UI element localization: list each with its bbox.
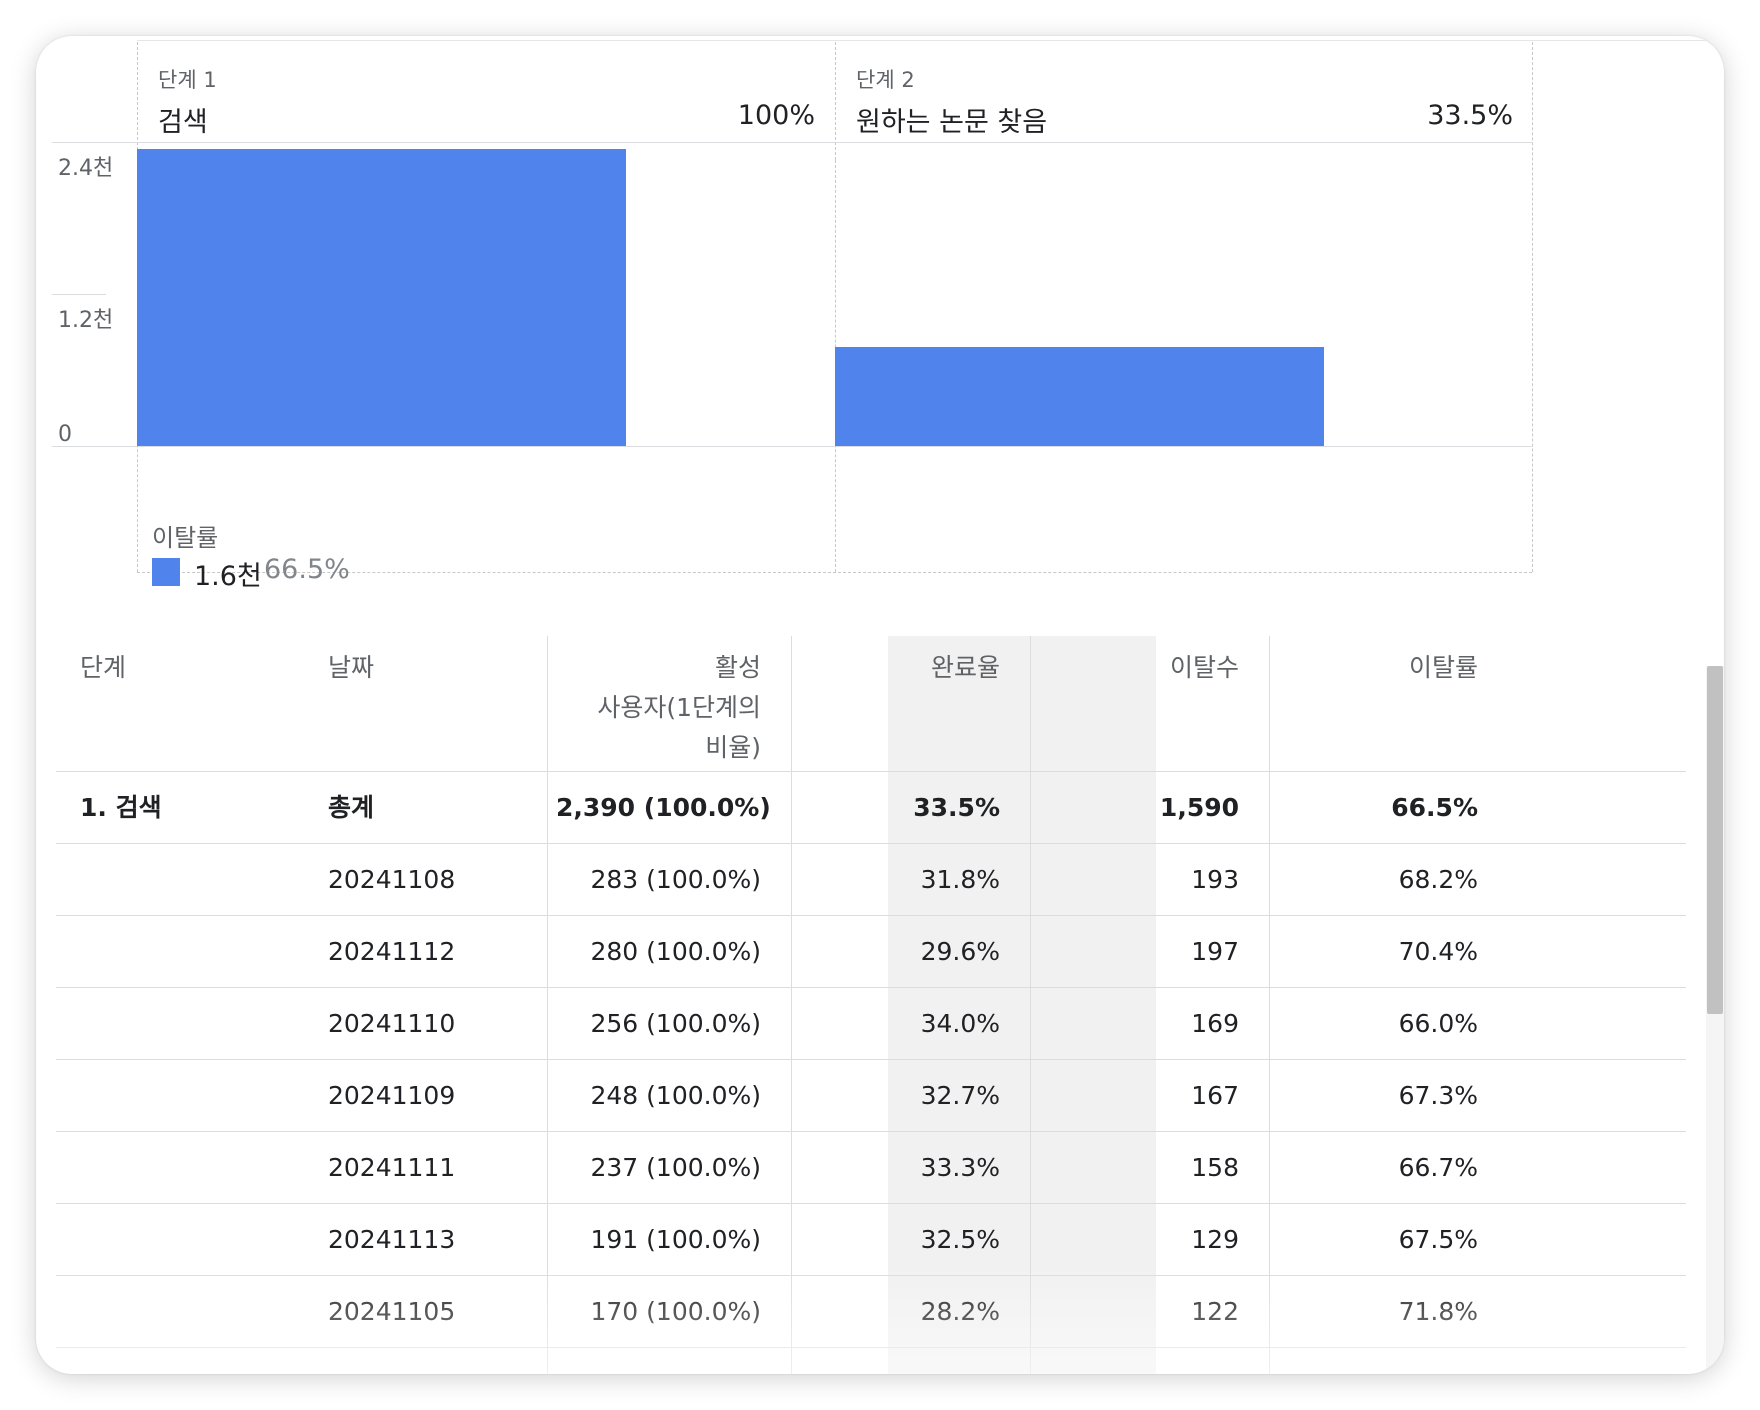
cell-abandonment-rate: 67.5% bbox=[1398, 1225, 1478, 1254]
step-1-label: 단계 1 bbox=[158, 68, 217, 92]
cell-abandonments: 1,590 bbox=[1159, 793, 1239, 822]
table-row[interactable]: 20241112 280 (100.0%) 29.6% 197 70.4% bbox=[56, 915, 1686, 987]
cell-abandonments: 197 bbox=[1191, 937, 1239, 966]
y-tick-label: 0 bbox=[58, 422, 72, 447]
cell-date: 20241108 bbox=[328, 865, 456, 894]
legend-rate: 66.5% bbox=[264, 554, 350, 585]
table-row-total[interactable]: 1. 검색 총계 2,390 (100.0%) 33.5% 1,590 66.5… bbox=[56, 771, 1686, 843]
cell-abandonments: 129 bbox=[1191, 1225, 1239, 1254]
cell-active-users: 2,390 (100.0%) bbox=[556, 793, 771, 822]
cell-abandonment-rate: 66.5% bbox=[1391, 793, 1478, 822]
cell-date: 20241105 bbox=[328, 1297, 456, 1326]
header-active-users-line3: 비율) bbox=[705, 733, 761, 762]
cell-date: 총계 bbox=[328, 793, 375, 822]
cell-active-users: 237 (100.0%) bbox=[590, 1153, 762, 1182]
cell-abandonment-rate: 66.7% bbox=[1398, 1153, 1478, 1182]
column-divider bbox=[1269, 636, 1270, 1374]
step-1-name: 검색 bbox=[158, 107, 208, 138]
chart-top-border bbox=[137, 40, 1706, 41]
cell-completion-rate: 28.2% bbox=[920, 1297, 1000, 1326]
step-1-percent: 100% bbox=[737, 100, 815, 131]
step-2-name: 원하는 논문 찾음 bbox=[856, 107, 1048, 138]
cell-completion-rate: 33.5% bbox=[913, 793, 1000, 822]
bar-step-2[interactable] bbox=[835, 346, 1324, 446]
cell-date: 20241113 bbox=[328, 1225, 456, 1254]
table-row[interactable]: 20241105 170 (100.0%) 28.2% 122 71.8% bbox=[56, 1275, 1686, 1347]
scrollbar-thumb[interactable] bbox=[1707, 666, 1723, 1014]
cell-active-users: 283 (100.0%) bbox=[590, 865, 762, 894]
cell-abandonment-rate: 66.0% bbox=[1398, 1009, 1478, 1038]
header-date[interactable]: 날짜 bbox=[328, 653, 375, 682]
cell-active-users: 280 (100.0%) bbox=[590, 937, 762, 966]
cell-abandonments: 193 bbox=[1191, 865, 1239, 894]
header-step[interactable]: 단계 bbox=[80, 653, 127, 682]
cell-date: 20241112 bbox=[328, 937, 456, 966]
cell-completion-rate: 31.8% bbox=[920, 865, 1000, 894]
gridline-top bbox=[52, 142, 1532, 143]
cell-date: 20241111 bbox=[328, 1153, 456, 1182]
cell-date: 20241110 bbox=[328, 1009, 456, 1038]
cell-completion-rate: 33.3% bbox=[920, 1153, 1000, 1182]
column-divider bbox=[547, 636, 548, 1374]
cell-completion-rate: 32.7% bbox=[920, 1081, 1000, 1110]
cell-active-users: 256 (100.0%) bbox=[590, 1009, 762, 1038]
chart-right-divider bbox=[1532, 42, 1533, 572]
column-divider bbox=[791, 636, 792, 1374]
funnel-table: 단계 날짜 활성 사용자(1단계의 비율) 완료율 이탈수 이탈률 1. 검색 … bbox=[36, 636, 1724, 1374]
column-divider bbox=[1030, 636, 1031, 1374]
funnel-chart: 단계 1 검색 100% 단계 2 원하는 논문 찾음 33.5% 2.4천 1… bbox=[36, 36, 1724, 646]
cell-abandonments: 169 bbox=[1191, 1009, 1239, 1038]
cell-completion-rate: 29.6% bbox=[920, 937, 1000, 966]
table-row[interactable]: 20241110 256 (100.0%) 34.0% 169 66.0% bbox=[56, 987, 1686, 1059]
header-completion-rate[interactable]: 완료율 bbox=[930, 653, 1000, 682]
table-row[interactable]: 20241113 191 (100.0%) 32.5% 129 67.5% bbox=[56, 1203, 1686, 1275]
chart-bottom-border bbox=[137, 572, 1532, 573]
legend-value: 1.6천 bbox=[194, 561, 262, 592]
table-scrollbar[interactable] bbox=[1706, 666, 1724, 1374]
header-active-users-line2: 사용자(1단계의 bbox=[597, 693, 761, 722]
table-row[interactable]: 20241111 237 (100.0%) 33.3% 158 66.7% bbox=[56, 1131, 1686, 1203]
funnel-card: 단계 1 검색 100% 단계 2 원하는 논문 찾음 33.5% 2.4천 1… bbox=[36, 36, 1724, 1374]
cell-step: 1. 검색 bbox=[80, 793, 162, 822]
cell-abandonments: 167 bbox=[1191, 1081, 1239, 1110]
table-row[interactable]: 20241109 248 (100.0%) 32.7% 167 67.3% bbox=[56, 1059, 1686, 1131]
header-abandonment-rate[interactable]: 이탈률 bbox=[1408, 653, 1478, 682]
cell-date: 20241109 bbox=[328, 1081, 456, 1110]
cell-completion-rate: 34.0% bbox=[920, 1009, 1000, 1038]
cell-abandonments: 122 bbox=[1191, 1297, 1239, 1326]
header-active-users[interactable]: 활성 사용자(1단계의 비율) bbox=[556, 648, 761, 768]
cell-abandonment-rate: 71.8% bbox=[1398, 1297, 1478, 1326]
baseline bbox=[52, 446, 1532, 447]
y-tick-label: 1.2천 bbox=[58, 308, 114, 333]
table-row-partial[interactable] bbox=[56, 1347, 1686, 1374]
cell-active-users: 170 (100.0%) bbox=[590, 1297, 762, 1326]
header-active-users-line1: 활성 bbox=[714, 653, 761, 682]
step-2-label: 단계 2 bbox=[856, 68, 915, 92]
legend-title: 이탈률 bbox=[152, 524, 219, 552]
cell-abandonment-rate: 67.3% bbox=[1398, 1081, 1478, 1110]
cell-active-users: 248 (100.0%) bbox=[590, 1081, 762, 1110]
legend-swatch bbox=[152, 558, 180, 586]
cell-abandonments: 158 bbox=[1191, 1153, 1239, 1182]
bar-step-1[interactable] bbox=[137, 149, 626, 446]
y-tick-label: 2.4천 bbox=[58, 156, 114, 181]
cell-abandonment-rate: 70.4% bbox=[1398, 937, 1478, 966]
cell-abandonment-rate: 68.2% bbox=[1398, 865, 1478, 894]
cell-active-users: 191 (100.0%) bbox=[590, 1225, 762, 1254]
step-1-header[interactable]: 단계 1 검색 100% bbox=[137, 42, 835, 160]
cell-completion-rate: 32.5% bbox=[920, 1225, 1000, 1254]
completion-rate-column-highlight bbox=[888, 636, 1156, 1374]
step-2-percent: 33.5% bbox=[1427, 100, 1513, 131]
step-2-header[interactable]: 단계 2 원하는 논문 찾음 33.5% bbox=[835, 42, 1533, 160]
table-row[interactable]: 20241108 283 (100.0%) 31.8% 193 68.2% bbox=[56, 843, 1686, 915]
gridline-mid bbox=[52, 294, 106, 295]
header-abandonments[interactable]: 이탈수 bbox=[1169, 653, 1239, 682]
